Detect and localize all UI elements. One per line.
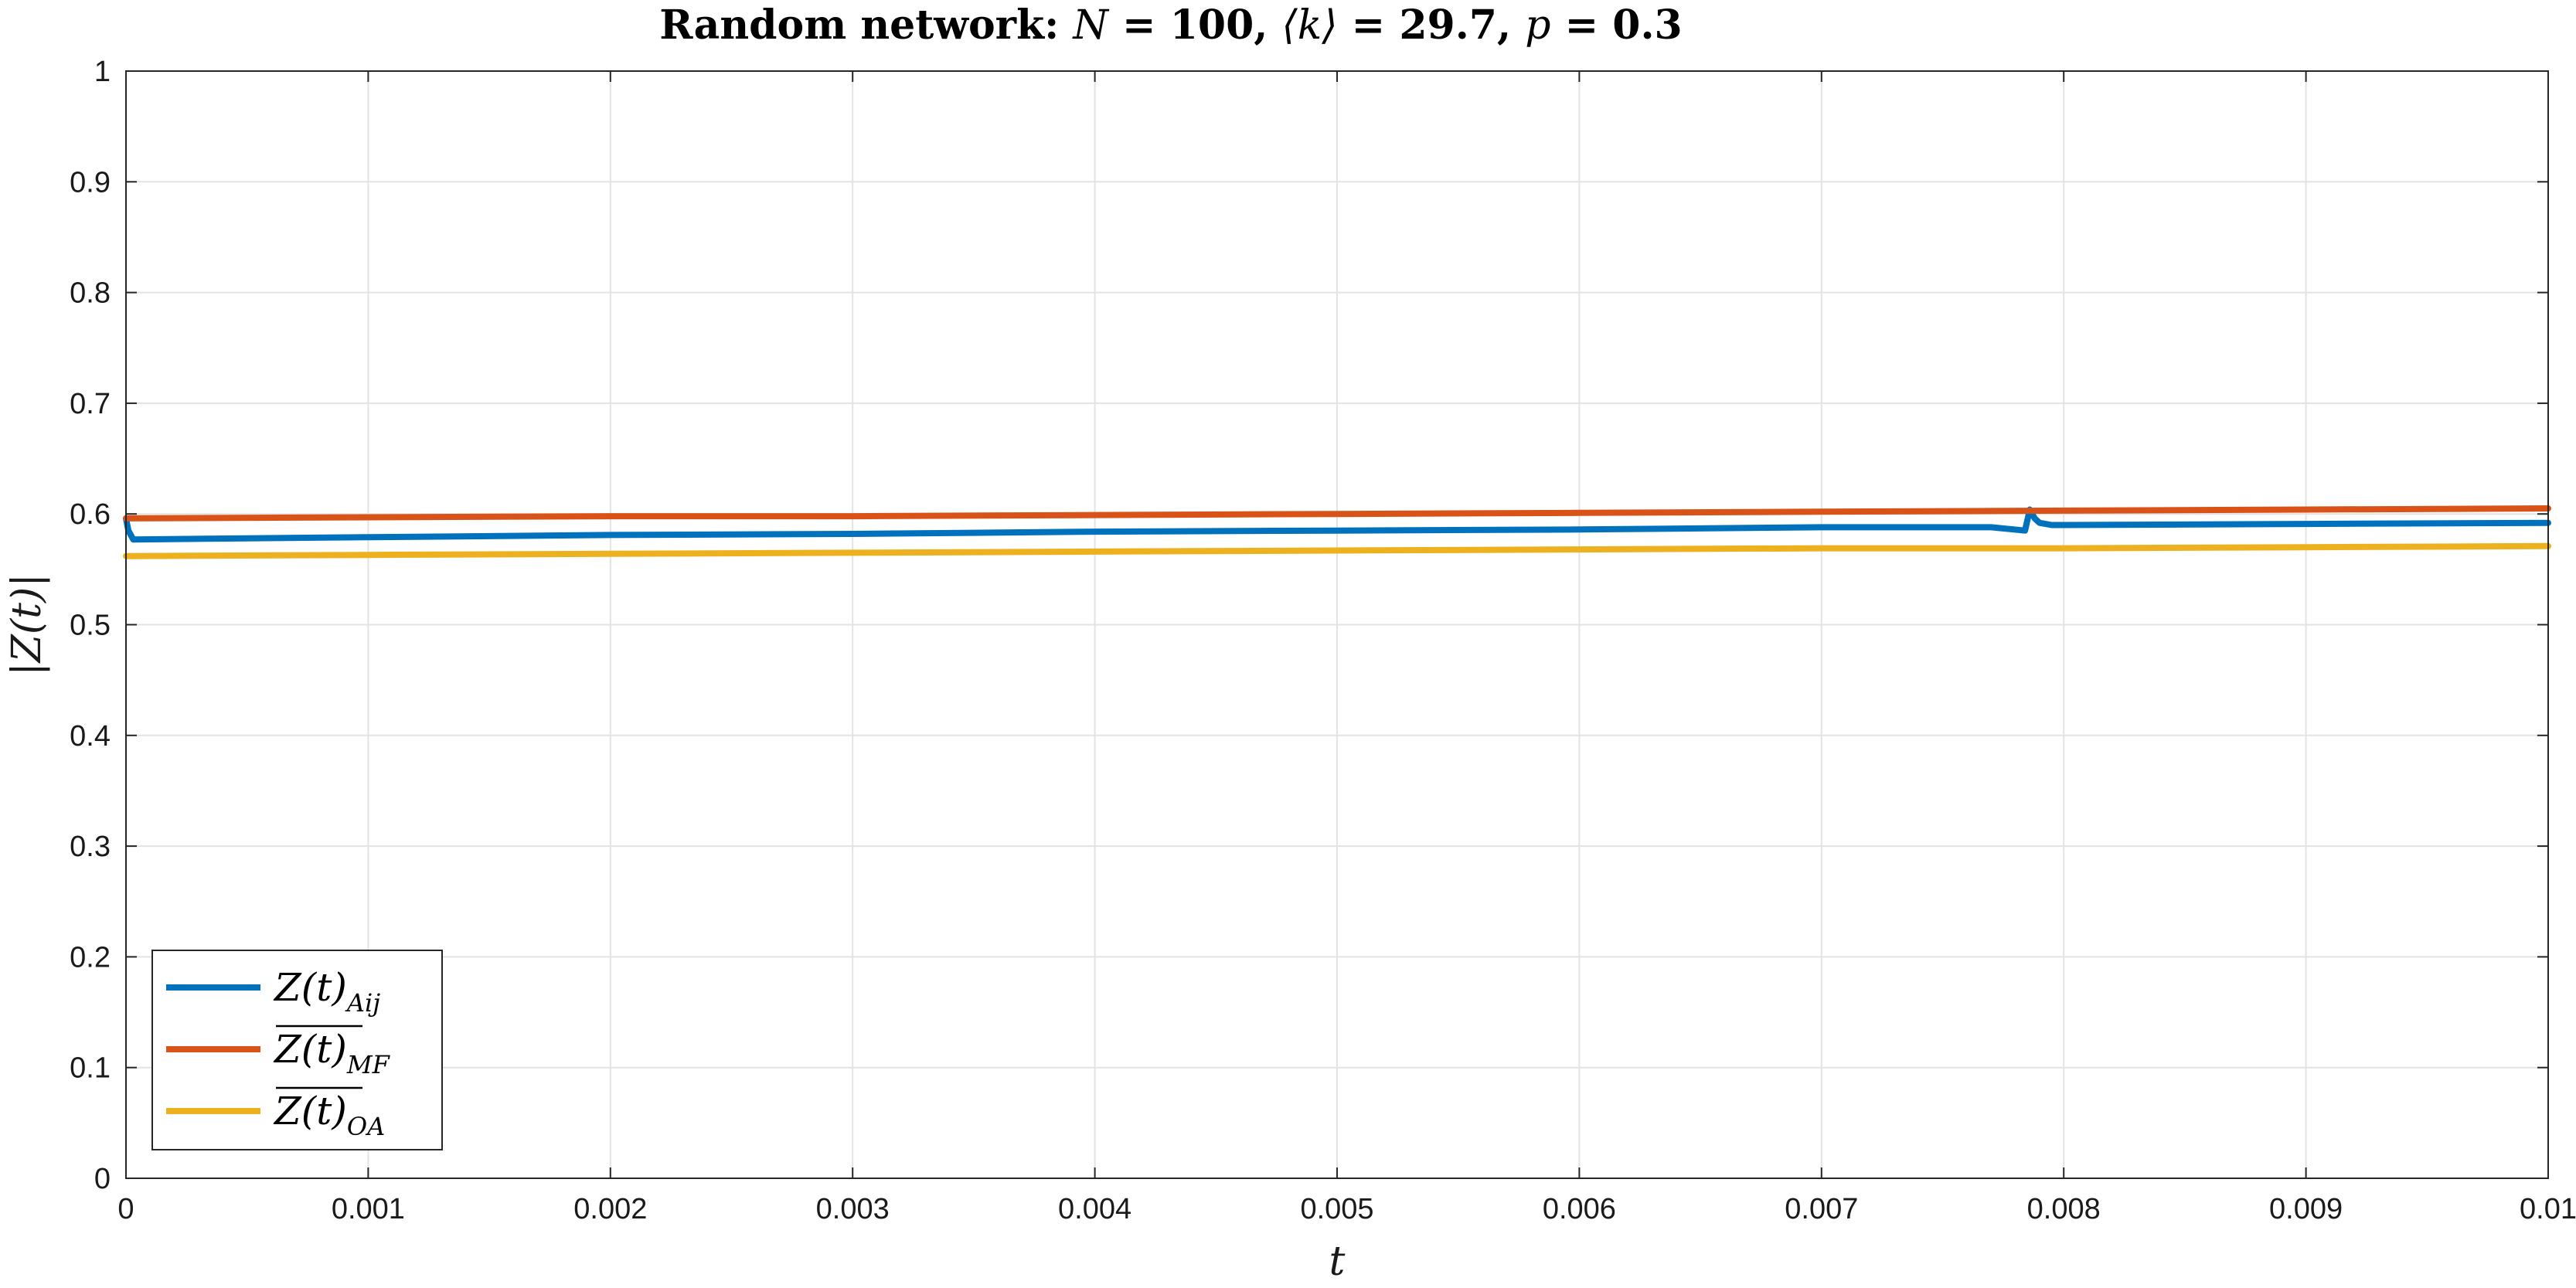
legend-entry: Z(t)OA [273,1089,385,1141]
y-tick-label: 0.2 [70,941,111,974]
y-tick-label: 1 [94,56,111,88]
series-line-oa [123,542,2551,559]
series-line-mf [123,505,2551,522]
y-tick-label: 0.1 [70,1052,111,1085]
y-tick-label: 0.9 [70,166,111,199]
x-tick-label: 0.005 [1300,1193,1373,1225]
series-layer [123,505,2551,559]
x-tick-label: 0.009 [2269,1193,2343,1225]
x-tick-label: 0.003 [816,1193,890,1225]
x-tick-label: 0.001 [332,1193,405,1225]
x-tick-label: 0.002 [573,1193,647,1225]
grid [125,70,2549,1179]
y-tick-label: 0.8 [70,277,111,310]
legend-entry: Z(t)Aij [273,965,380,1018]
y-tick-label: 0.5 [70,610,111,642]
y-tick-label: 0.6 [70,498,111,531]
chart-title: Random network: N = 100, ⟨k⟩ = 29.7, p =… [659,2,1682,49]
series-line-aij [123,506,2551,543]
legend: Z(t)Aij Z(t)MF Z(t)OA [151,950,443,1150]
x-tick-label: 0.01 [2520,1193,2576,1225]
x-tick-label: 0.008 [2027,1193,2101,1225]
x-tick-label: 0.006 [1543,1193,1616,1225]
y-tick-label: 0.7 [70,388,111,420]
axis-ticks [125,70,2549,1179]
x-tick-label: 0 [117,1193,134,1225]
legend-entry: Z(t)MF [273,1027,391,1079]
y-tick-label: 0.4 [70,720,111,753]
y-axis-label: |Z(t)| [4,573,50,676]
x-tick-label: 0.007 [1785,1193,1858,1225]
y-tick-label: 0 [94,1163,111,1195]
tick-labels: 0 0.001 0.002 0.003 0.004 0.005 0.006 0.007 0.00… [70,56,2576,1225]
y-tick-label: 0.3 [70,831,111,863]
x-axis-label: t [1329,1239,1346,1285]
x-tick-label: 0.004 [1058,1193,1131,1225]
